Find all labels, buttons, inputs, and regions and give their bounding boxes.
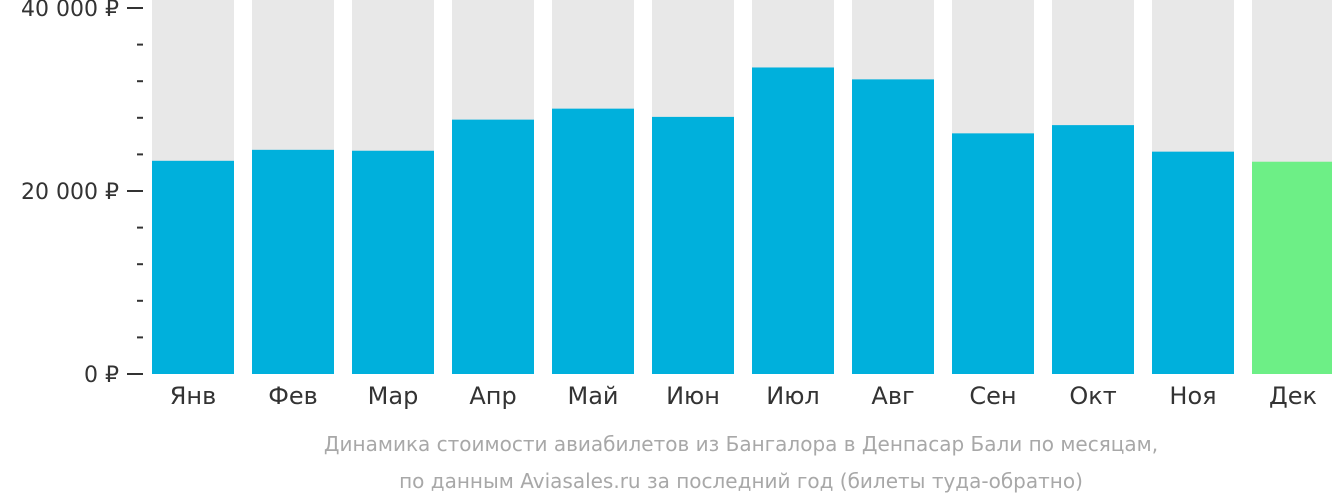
bar-2: [252, 149, 334, 374]
bar-11: [1152, 151, 1234, 374]
bar-6: [652, 116, 734, 374]
x-tick-label-9: Сен: [969, 382, 1016, 410]
x-tick-label-5: Май: [567, 382, 618, 410]
bar-10: [1052, 125, 1134, 375]
bar-3: [352, 150, 434, 374]
chart-caption-line-1: Динамика стоимости авиабилетов из Бангал…: [323, 432, 1159, 456]
x-tick-label-1: Янв: [170, 382, 217, 410]
x-tick-label-8: Авг: [871, 382, 914, 410]
bar-1: [152, 160, 234, 374]
x-tick-label-7: Июл: [766, 382, 820, 410]
price-bar-chart: Янв Фев Мар Апр Май Июн Июл Авг Сен Окт Ноя Дек 0 ₽ 2…: [21, 0, 1332, 410]
chart-caption-line-2: по данным Aviasales.ru за последний год …: [399, 469, 1083, 493]
bar-4: [452, 119, 534, 374]
bar-7: [752, 67, 834, 374]
x-tick-label-2: Фев: [268, 382, 318, 410]
x-tick-label-10: Окт: [1069, 382, 1116, 410]
bar-9: [952, 133, 1034, 374]
x-tick-label-12: Дек: [1269, 382, 1317, 410]
x-tick-label-6: Июн: [666, 382, 720, 410]
y-tick-label-1: 0 ₽: [84, 363, 119, 388]
bar-12: [1252, 161, 1332, 374]
bar-5: [552, 108, 634, 375]
x-tick-label-11: Ноя: [1169, 382, 1216, 410]
y-tick-label-3: 40 000 ₽: [21, 0, 119, 22]
x-tick-label-3: Мар: [368, 382, 419, 410]
bar-8: [852, 79, 934, 375]
y-tick-label-2: 20 000 ₽: [21, 180, 119, 205]
x-tick-label-4: Апр: [469, 382, 516, 410]
